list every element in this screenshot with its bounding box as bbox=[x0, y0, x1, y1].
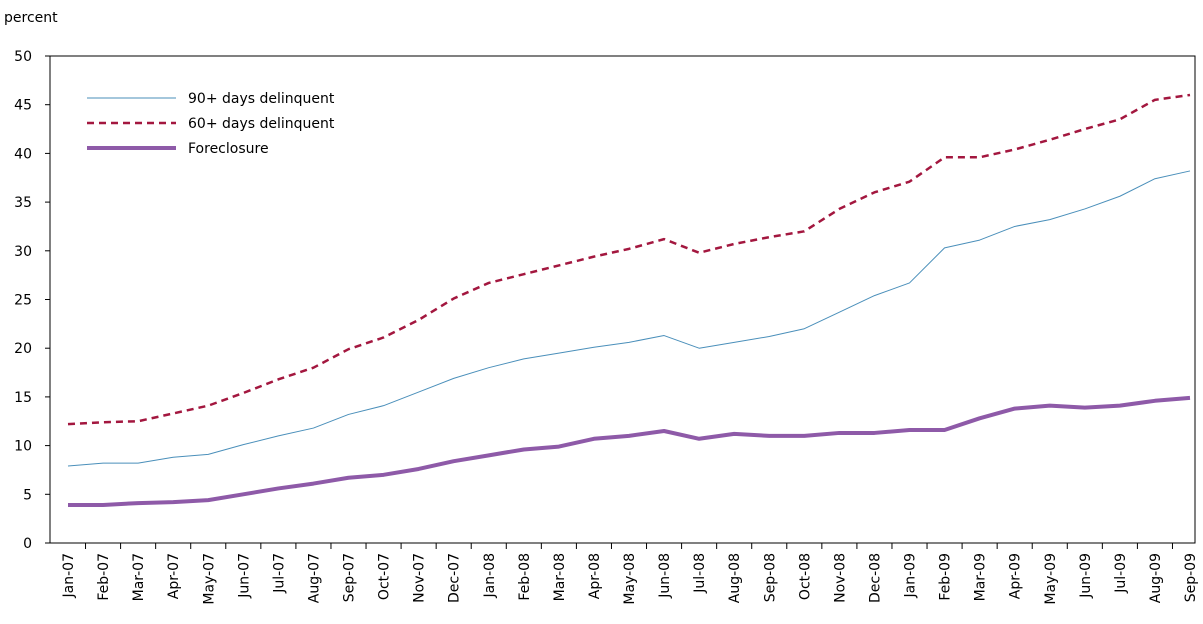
x-tick-label: Jan-08 bbox=[482, 553, 498, 598]
series-line bbox=[67, 93, 1191, 426]
x-tick-label: Aug-07 bbox=[306, 553, 322, 603]
x-tick-label: Dec-07 bbox=[447, 553, 463, 603]
x-tick-label: Jan-09 bbox=[903, 553, 919, 598]
x-tick-label: May-07 bbox=[201, 553, 217, 605]
legend-label: Foreclosure bbox=[188, 141, 269, 157]
x-tick-label: Nov-08 bbox=[832, 553, 848, 603]
y-tick-label: 35 bbox=[14, 195, 32, 211]
y-tick-label: 10 bbox=[14, 439, 32, 455]
x-tick-label: Mar-08 bbox=[552, 553, 568, 601]
x-tick-label: Sep-08 bbox=[762, 553, 778, 602]
x-tick-label: Feb-07 bbox=[96, 553, 112, 601]
y-axis-label: percent bbox=[4, 10, 58, 26]
x-tick-label: Dec-08 bbox=[867, 553, 883, 603]
x-tick-label: Nov-07 bbox=[412, 553, 428, 603]
x-tick-label: Oct-08 bbox=[797, 553, 813, 600]
x-tick-label: Jun-09 bbox=[1078, 553, 1094, 599]
x-tick-label: Aug-09 bbox=[1148, 553, 1164, 603]
x-tick-label: Mar-07 bbox=[131, 553, 147, 601]
x-tick-label: Sep-07 bbox=[342, 553, 358, 602]
x-tick-label: May-09 bbox=[1043, 553, 1059, 605]
x-tick-label: Feb-09 bbox=[938, 553, 954, 601]
series-line bbox=[67, 170, 1191, 467]
x-tick-label: Apr-09 bbox=[1008, 553, 1024, 599]
y-tick-label: 0 bbox=[23, 536, 32, 552]
y-tick-label: 50 bbox=[14, 49, 32, 65]
series-line bbox=[68, 395, 1191, 508]
x-tick-label: Aug-08 bbox=[727, 553, 743, 603]
legend-label: 60+ days delinquent bbox=[188, 116, 335, 132]
y-tick-label: 30 bbox=[14, 244, 32, 260]
x-tick-label: Feb-08 bbox=[517, 553, 533, 601]
x-tick-label: Sep-09 bbox=[1183, 553, 1199, 602]
x-tick-label: Jul-07 bbox=[271, 553, 287, 594]
x-tick-label: May-08 bbox=[622, 553, 638, 605]
x-tick-label: Jun-07 bbox=[236, 553, 252, 599]
x-tick-label: Jul-09 bbox=[1113, 553, 1129, 594]
x-tick-label: Jun-08 bbox=[657, 553, 673, 599]
y-tick-label: 40 bbox=[14, 146, 32, 162]
x-tick-label: Oct-07 bbox=[377, 553, 393, 600]
y-tick-label: 25 bbox=[14, 293, 32, 309]
legend-label: 90+ days delinquent bbox=[188, 91, 335, 107]
y-tick-label: 45 bbox=[14, 98, 32, 114]
y-tick-label: 20 bbox=[14, 341, 32, 357]
x-tick-label: Apr-08 bbox=[587, 553, 603, 599]
y-tick-label: 5 bbox=[23, 487, 32, 503]
x-tick-label: Jan-07 bbox=[61, 553, 77, 598]
x-tick-label: Mar-09 bbox=[973, 553, 989, 601]
x-tick-label: Jul-08 bbox=[692, 553, 708, 594]
x-tick-label: Apr-07 bbox=[166, 553, 182, 599]
y-tick-label: 15 bbox=[14, 390, 32, 406]
